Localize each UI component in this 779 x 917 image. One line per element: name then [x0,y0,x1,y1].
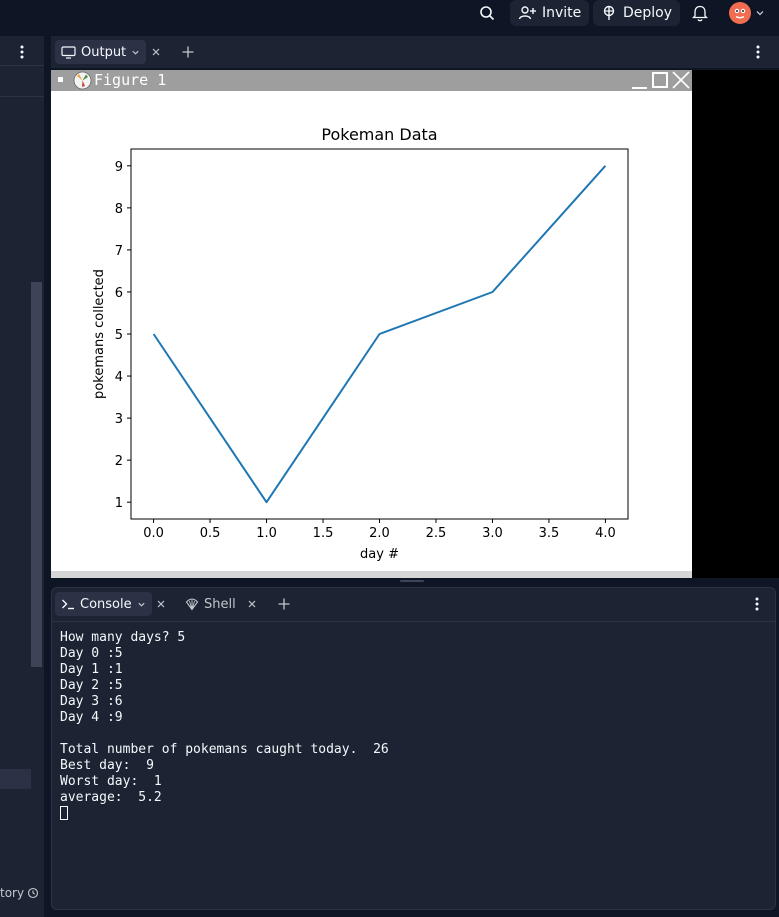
x-tick-label: 1.0 [256,526,277,541]
figure-bottom-edge [51,571,692,578]
console-line: Day 0 :5 [60,646,123,661]
figure-title-bar[interactable]: Figure 1 [51,70,692,91]
file-panel: tory [0,36,44,917]
avatar[interactable] [728,0,752,26]
tab-console[interactable]: Console [55,592,152,616]
y-tick-label: 5 [115,328,123,343]
console-line: How many days? 5 [60,630,186,645]
console-output[interactable]: How many days? 5 Day 0 :5 Day 1 :1 Day 2 :5… [60,630,389,823]
tab-output[interactable]: Output [55,40,147,64]
add-user-icon [518,5,536,21]
console-line: Day 2 :5 [60,678,123,693]
tab-shell[interactable]: Shell [185,592,257,616]
history-label: tory [0,886,25,900]
console-line: Day 1 :1 [60,662,123,677]
scrollbar[interactable] [31,282,42,667]
close-icon[interactable] [156,592,166,616]
deploy-icon [601,5,617,21]
output-tab-bar: Output [51,36,779,68]
app-icon [73,71,92,90]
console-line: Day 3 :6 [60,694,123,709]
more-options-icon[interactable] [755,592,759,616]
y-tick-label: 2 [115,454,123,469]
console-line [60,726,389,742]
console-panel: Console Shell How many days? 5 Day 0 :5 Da… [51,587,776,910]
add-tab-icon[interactable] [277,592,291,616]
tab-output-label: Output [81,44,127,60]
deploy-button[interactable]: Deploy [593,0,681,26]
x-tick-label: 0.0 [143,526,164,541]
line-chart: Pokeman Data day # pokemans collected 0.… [92,125,629,562]
terminal-icon [61,598,75,610]
console-line: Total number of pokemans caught today. 2… [60,742,389,757]
window-menu-icon[interactable] [58,77,63,82]
x-tick-label: 2.5 [426,526,447,541]
invite-label: Invite [542,5,582,21]
output-background [692,70,779,578]
console-line: average: 5.2 [60,790,162,805]
close-icon[interactable] [247,599,257,609]
shell-icon [185,597,199,611]
y-tick-label: 3 [115,412,123,427]
output-panel: Output Figure 1 [51,36,779,578]
console-line: Best day: 9 [60,758,154,773]
more-options-icon[interactable] [20,44,24,60]
history-button[interactable]: tory [0,886,39,900]
y-axis-ticks: 1 2 3 4 5 6 7 8 9 [115,160,131,511]
bell-icon[interactable] [692,0,708,26]
console-line: Day 4 :9 [60,710,123,725]
chevron-down-icon[interactable] [137,600,146,609]
minimize-icon[interactable] [632,87,647,89]
selected-file-row[interactable] [0,769,31,789]
y-tick-label: 7 [115,244,123,259]
y-tick-label: 6 [115,286,123,301]
x-tick-label: 3.0 [482,526,503,541]
divider [0,65,44,66]
close-window-icon[interactable] [672,71,690,89]
y-tick-label: 4 [115,370,123,385]
figure-title: Figure 1 [94,71,167,89]
x-tick-label: 1.5 [313,526,334,541]
history-icon [27,887,39,899]
search-icon[interactable] [478,0,496,26]
tab-shell-label: Shell [204,596,236,612]
x-tick-label: 0.5 [200,526,221,541]
divider [0,96,44,97]
chevron-down-icon[interactable] [131,48,140,57]
more-options-icon[interactable] [756,40,760,64]
y-tick-label: 1 [115,496,123,511]
console-line: Worst day: 1 [60,774,162,789]
x-tick-label: 2.0 [369,526,390,541]
chevron-down-icon[interactable] [755,0,765,26]
resize-handle[interactable] [400,580,424,582]
x-tick-label: 3.5 [539,526,560,541]
figure-window: Figure 1 Pokeman Data day # pokemans col… [51,70,692,578]
x-tick-label: 4.0 [595,526,616,541]
chart-title: Pokeman Data [321,125,437,144]
console-tab-bar: Console Shell [52,588,775,622]
x-axis-label: day # [360,547,399,562]
top-bar: Invite Deploy [0,0,779,34]
y-tick-label: 9 [115,160,123,175]
invite-button[interactable]: Invite [510,0,590,26]
x-axis-ticks: 0.0 0.5 1.0 1.5 2.0 2.5 3.0 3.5 4.0 [143,519,616,541]
tab-console-label: Console [80,596,132,612]
input-cursor[interactable] [60,806,68,820]
add-tab-icon[interactable] [181,40,195,64]
y-axis-label: pokemans collected [92,269,107,399]
monitor-icon [61,45,76,59]
series-line [152,165,607,504]
deploy-label: Deploy [623,5,673,21]
close-icon[interactable] [151,40,161,64]
maximize-icon[interactable] [652,72,668,88]
y-tick-label: 8 [115,202,123,217]
